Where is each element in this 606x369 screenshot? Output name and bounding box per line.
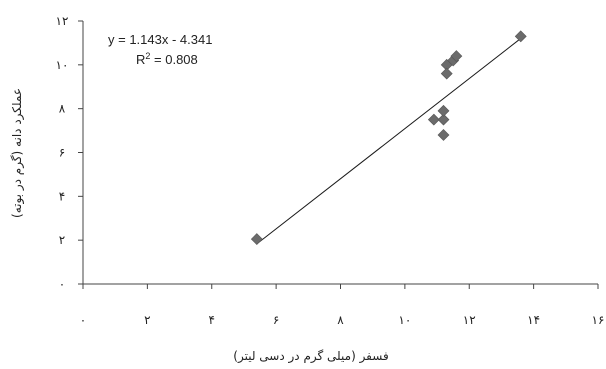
y-axis-title: عملکرد دانه (گرم در بوته) [10, 88, 25, 218]
x-tick-label: ۶ [273, 313, 279, 327]
trendline [256, 38, 522, 245]
data-point [427, 113, 440, 126]
r2-value: = 0.808 [150, 52, 197, 67]
r-squared-annotation: R2 = 0.808 [136, 51, 198, 67]
r2-prefix: R [136, 52, 145, 67]
data-point [250, 233, 263, 245]
x-tick-label: ۴ [209, 313, 215, 327]
x-tick-label: ۰ [80, 313, 86, 327]
x-tick-label: ۲ [144, 313, 150, 327]
y-tick-label: ۸ [59, 102, 66, 116]
data-point [440, 67, 453, 80]
y-tick-label: ۱۲ [56, 14, 69, 28]
y-tick-label: ۱۰ [56, 58, 69, 72]
data-point [450, 50, 463, 62]
x-tick-label: ۱۴ [527, 313, 540, 327]
r2-superscript: 2 [145, 51, 150, 61]
y-tick-label: ۲ [59, 233, 65, 247]
y-tick-label: ۶ [59, 146, 65, 160]
y-tick-label: ۰ [59, 277, 65, 291]
data-point [437, 129, 450, 141]
tick-labels: ۰ ۲ ۴ ۶ ۸ ۱۰ ۱۲ ۰ ۲ ۴ ۶ ۸ ۱۰ ۱۲ ۱۴ ۱۶ [56, 14, 605, 327]
ticks [78, 20, 599, 289]
x-tick-label: ۱۶ [592, 313, 605, 327]
x-tick-label: ۱۲ [463, 313, 476, 327]
data-point [437, 113, 450, 126]
x-tick-label: ۸ [337, 313, 344, 327]
y-tick-label: ۴ [59, 189, 65, 203]
x-axis-title: فسفر (میلی گرم در دسی لیتر) [233, 349, 388, 364]
x-tick-label: ۱۰ [398, 313, 411, 327]
data-points [250, 30, 527, 245]
data-point [437, 104, 450, 117]
data-point [514, 30, 527, 43]
regression-equation: y = 1.143x - 4.341 [108, 32, 212, 47]
